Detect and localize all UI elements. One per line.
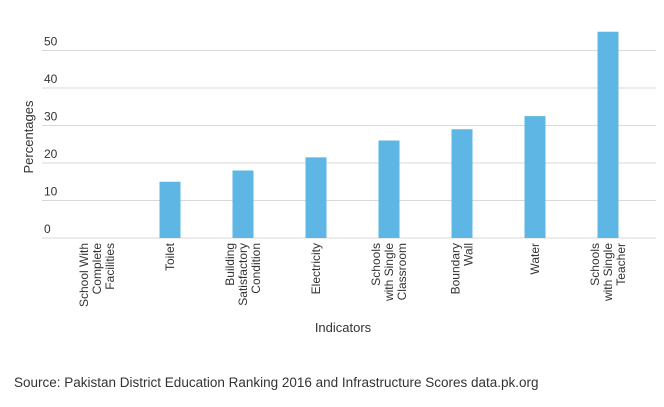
y-tick-labels: 0 10 20 30 40 50 bbox=[44, 35, 58, 237]
x-tick-label-line: Classroom bbox=[395, 243, 409, 300]
bar-1 bbox=[159, 181, 181, 238]
x-tick-label-line: with Single bbox=[382, 243, 396, 302]
x-tick-label-line: Water bbox=[528, 243, 542, 275]
y-tick-label-0: 0 bbox=[44, 222, 51, 236]
x-tick-label-line: School With bbox=[77, 243, 91, 307]
x-tick-label-1: Toilet bbox=[163, 242, 177, 271]
y-tick-label-40: 40 bbox=[44, 72, 58, 86]
x-tick-labels: School With Complete Facilities Toilet Build… bbox=[77, 242, 628, 307]
bar-4 bbox=[378, 140, 400, 238]
x-tick-label-line: Wall bbox=[462, 243, 476, 266]
x-tick-label-line: Complete bbox=[90, 243, 104, 295]
x-axis-title: Indicators bbox=[315, 320, 372, 335]
bar-chart: 0 10 20 30 40 50 School With Complete Facilitie… bbox=[21, 31, 656, 335]
x-tick-label-4: Schools with Single Classroom bbox=[369, 243, 409, 302]
source-note: Source: Pakistan District Education Rank… bbox=[14, 375, 539, 390]
x-tick-label-line: Schools bbox=[588, 243, 602, 286]
y-tick-label-30: 30 bbox=[44, 110, 58, 124]
bar-6 bbox=[524, 116, 546, 238]
gridlines bbox=[42, 50, 656, 239]
x-tick-label-3: Electricity bbox=[309, 243, 323, 294]
y-tick-label-20: 20 bbox=[44, 147, 58, 161]
x-tick-label-line: Teacher bbox=[614, 243, 628, 286]
x-tick-label-0: School With Complete Facilities bbox=[77, 243, 117, 307]
bar-2 bbox=[232, 170, 254, 238]
x-tick-label-line: Building bbox=[223, 243, 237, 286]
bars bbox=[159, 31, 619, 238]
x-tick-label-2: Building Satisfactory Condition bbox=[223, 243, 263, 306]
x-tick-label-line: Schools bbox=[369, 243, 383, 286]
y-axis-title: Percentages bbox=[21, 100, 36, 173]
bar-3 bbox=[305, 157, 327, 238]
y-tick-label-10: 10 bbox=[44, 185, 58, 199]
x-tick-label-5: Boundary Wall bbox=[449, 243, 476, 294]
x-tick-label-line: Facilities bbox=[103, 243, 117, 290]
x-tick-label-line: Condition bbox=[249, 243, 263, 294]
x-tick-label-line: Electricity bbox=[309, 243, 323, 294]
x-tick-label-line: Boundary bbox=[449, 243, 463, 294]
bar-5 bbox=[451, 129, 473, 238]
x-tick-label-line: Toilet bbox=[163, 242, 177, 271]
y-tick-label-50: 50 bbox=[44, 35, 58, 49]
bar-7 bbox=[597, 31, 619, 238]
x-tick-label-line: with Single bbox=[601, 243, 615, 302]
x-tick-label-7: Schools with Single Teacher bbox=[588, 243, 628, 302]
x-tick-label-6: Water bbox=[528, 243, 542, 275]
x-tick-label-line: Satisfactory bbox=[236, 243, 250, 306]
